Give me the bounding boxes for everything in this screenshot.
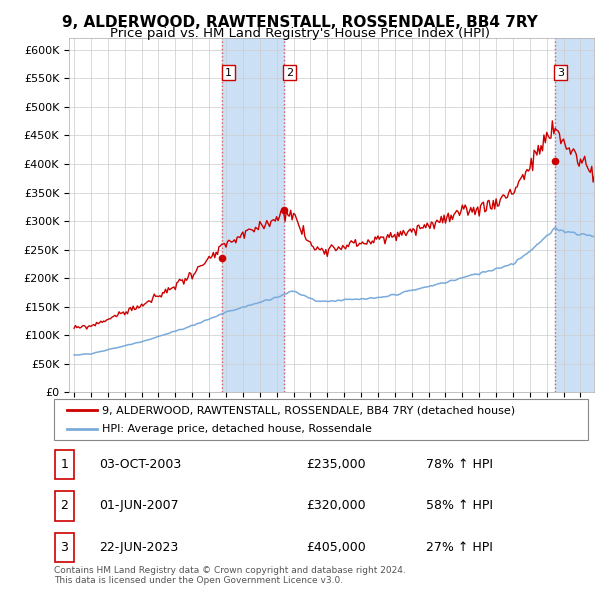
Text: 01-JUN-2007: 01-JUN-2007 — [99, 499, 179, 513]
Text: £320,000: £320,000 — [306, 499, 365, 513]
Text: 27% ↑ HPI: 27% ↑ HPI — [426, 540, 493, 554]
Text: Price paid vs. HM Land Registry's House Price Index (HPI): Price paid vs. HM Land Registry's House … — [110, 27, 490, 40]
Text: 03-OCT-2003: 03-OCT-2003 — [99, 458, 181, 471]
Text: 9, ALDERWOOD, RAWTENSTALL, ROSSENDALE, BB4 7RY (detached house): 9, ALDERWOOD, RAWTENSTALL, ROSSENDALE, B… — [102, 405, 515, 415]
Text: 2: 2 — [61, 499, 68, 513]
Text: 3: 3 — [61, 540, 68, 554]
Text: £235,000: £235,000 — [306, 458, 365, 471]
Text: 3: 3 — [557, 68, 564, 78]
Text: 78% ↑ HPI: 78% ↑ HPI — [426, 458, 493, 471]
Text: HPI: Average price, detached house, Rossendale: HPI: Average price, detached house, Ross… — [102, 424, 372, 434]
Text: 1: 1 — [225, 68, 232, 78]
Bar — [223, 38, 284, 392]
Text: 1: 1 — [61, 458, 68, 471]
Text: 58% ↑ HPI: 58% ↑ HPI — [426, 499, 493, 513]
Text: 2: 2 — [286, 68, 293, 78]
Text: 22-JUN-2023: 22-JUN-2023 — [99, 540, 178, 554]
Text: 9, ALDERWOOD, RAWTENSTALL, ROSSENDALE, BB4 7RY: 9, ALDERWOOD, RAWTENSTALL, ROSSENDALE, B… — [62, 15, 538, 30]
Bar — [554, 38, 594, 392]
Text: Contains HM Land Registry data © Crown copyright and database right 2024.
This d: Contains HM Land Registry data © Crown c… — [54, 566, 406, 585]
Text: £405,000: £405,000 — [306, 540, 366, 554]
